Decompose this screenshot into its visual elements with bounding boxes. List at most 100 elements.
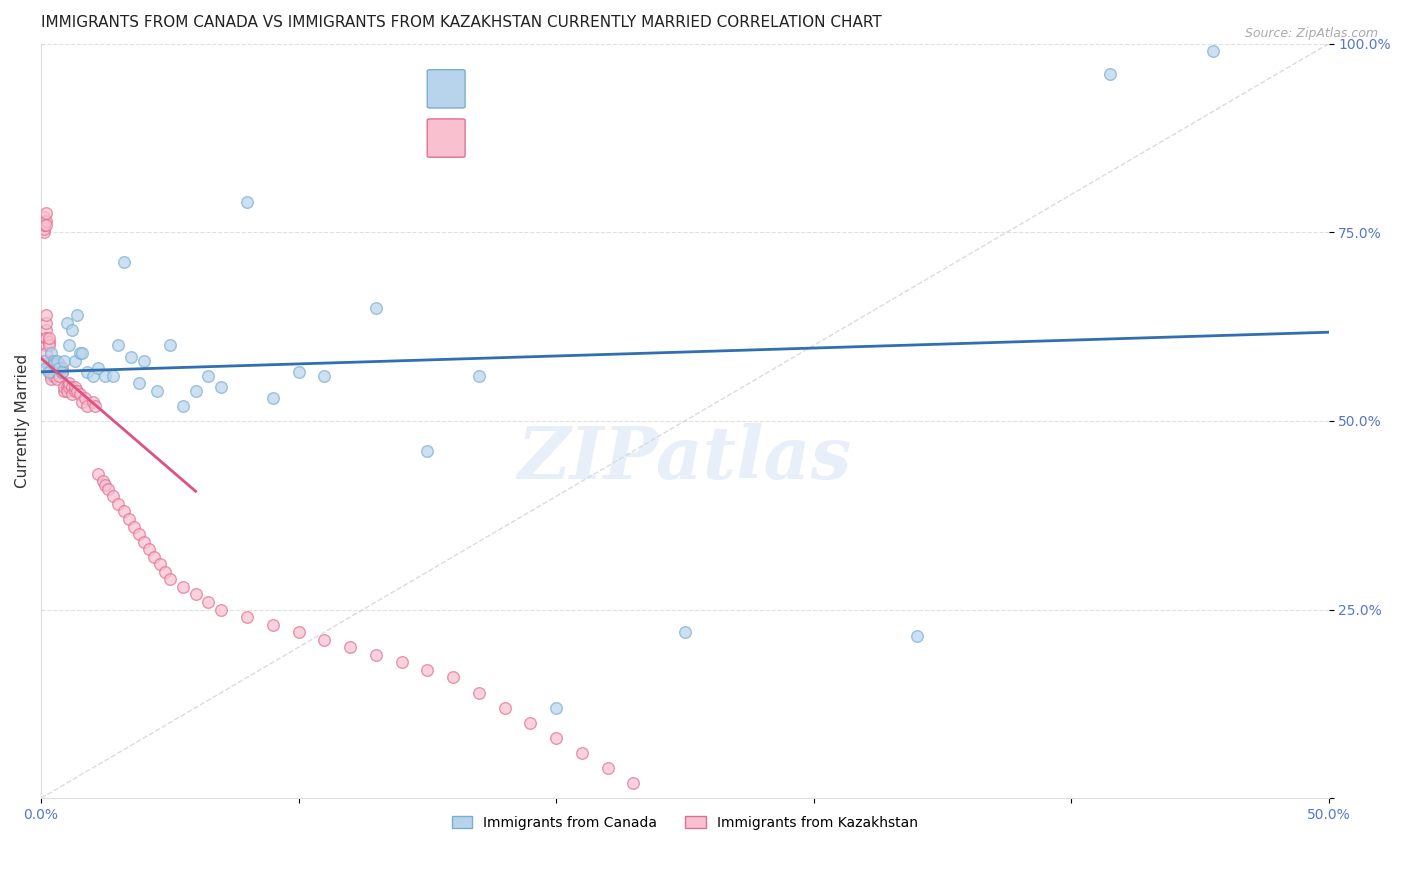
Point: [546, 731, 568, 745]
Point: [35, 218, 58, 232]
Point: [159, 338, 181, 352]
Point: [66, 384, 89, 398]
Text: IMMIGRANTS FROM CANADA VS IMMIGRANTS FROM KAZAKHSTAN CURRENTLY MARRIED CORRELATI: IMMIGRANTS FROM CANADA VS IMMIGRANTS FRO…: [41, 15, 882, 30]
Point: [128, 527, 150, 541]
Point: [63, 380, 86, 394]
Point: [172, 399, 194, 413]
Point: [441, 670, 464, 684]
Point: [45, 372, 67, 386]
Point: [82, 395, 104, 409]
Point: [45, 353, 67, 368]
Point: [42, 353, 65, 368]
Point: [314, 368, 336, 383]
Point: [51, 365, 73, 379]
Point: [153, 565, 176, 579]
Point: [42, 368, 65, 383]
Point: [38, 361, 60, 376]
Point: [42, 357, 65, 371]
Point: [72, 395, 94, 409]
Point: [364, 648, 387, 662]
Point: [97, 482, 120, 496]
Point: [94, 368, 117, 383]
Point: [107, 497, 129, 511]
Point: [107, 338, 129, 352]
Point: [262, 391, 284, 405]
Point: [60, 387, 83, 401]
Point: [60, 380, 83, 394]
Point: [35, 331, 58, 345]
Point: [262, 617, 284, 632]
Point: [132, 534, 155, 549]
Point: [35, 308, 58, 322]
Point: [236, 610, 259, 624]
Point: [364, 301, 387, 315]
Point: [112, 504, 135, 518]
Point: [416, 663, 439, 677]
Point: [45, 361, 67, 376]
Point: [138, 542, 160, 557]
Point: [148, 558, 170, 572]
Point: [72, 346, 94, 360]
Point: [391, 656, 413, 670]
Point: [416, 444, 439, 458]
Point: [184, 587, 207, 601]
Point: [32, 221, 55, 235]
Point: [159, 572, 181, 586]
Point: [38, 331, 60, 345]
Point: [48, 357, 70, 371]
Point: [197, 595, 219, 609]
Point: [42, 361, 65, 376]
Point: [35, 214, 58, 228]
Point: [146, 384, 169, 398]
Y-axis label: Currently Married: Currently Married: [15, 354, 30, 488]
Point: [596, 761, 619, 775]
Point: [53, 380, 76, 394]
Text: ZIPatlas: ZIPatlas: [517, 423, 852, 494]
Point: [32, 210, 55, 224]
Point: [41, 346, 63, 360]
Point: [128, 376, 150, 391]
Point: [197, 368, 219, 383]
Point: [58, 376, 80, 391]
Point: [314, 632, 336, 647]
Point: [184, 384, 207, 398]
Point: [32, 218, 55, 232]
Point: [41, 353, 63, 368]
Point: [35, 206, 58, 220]
Point: [42, 353, 65, 368]
Point: [1202, 44, 1225, 58]
Point: [494, 700, 516, 714]
Point: [103, 489, 125, 503]
Point: [58, 338, 80, 352]
Point: [143, 549, 166, 564]
Point: [621, 776, 644, 790]
Point: [38, 365, 60, 379]
Point: [56, 384, 79, 398]
Point: [118, 512, 141, 526]
Point: [546, 700, 568, 714]
Point: [87, 361, 110, 376]
Point: [35, 346, 58, 360]
Point: [60, 323, 83, 337]
Point: [38, 365, 60, 379]
Point: [209, 380, 232, 394]
Point: [58, 380, 80, 394]
Point: [56, 316, 79, 330]
Legend: Immigrants from Canada, Immigrants from Kazakhstan: Immigrants from Canada, Immigrants from …: [444, 808, 925, 837]
Point: [519, 715, 541, 730]
Point: [35, 323, 58, 337]
Point: [35, 316, 58, 330]
Point: [41, 368, 63, 383]
Point: [69, 346, 91, 360]
Point: [236, 195, 259, 210]
Point: [35, 331, 58, 345]
Point: [673, 625, 696, 640]
Point: [51, 361, 73, 376]
Point: [42, 365, 65, 379]
Point: [122, 519, 145, 533]
Point: [76, 399, 98, 413]
Point: [905, 629, 928, 643]
Point: [132, 353, 155, 368]
Point: [120, 350, 142, 364]
Point: [91, 475, 114, 489]
